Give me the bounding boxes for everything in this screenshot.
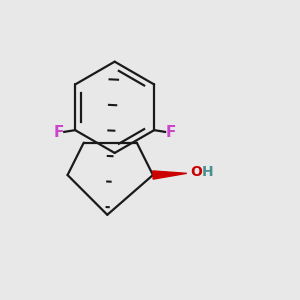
- Text: O: O: [190, 166, 202, 179]
- Text: F: F: [165, 125, 176, 140]
- Polygon shape: [153, 171, 187, 179]
- Text: H: H: [202, 165, 214, 179]
- Text: F: F: [54, 125, 64, 140]
